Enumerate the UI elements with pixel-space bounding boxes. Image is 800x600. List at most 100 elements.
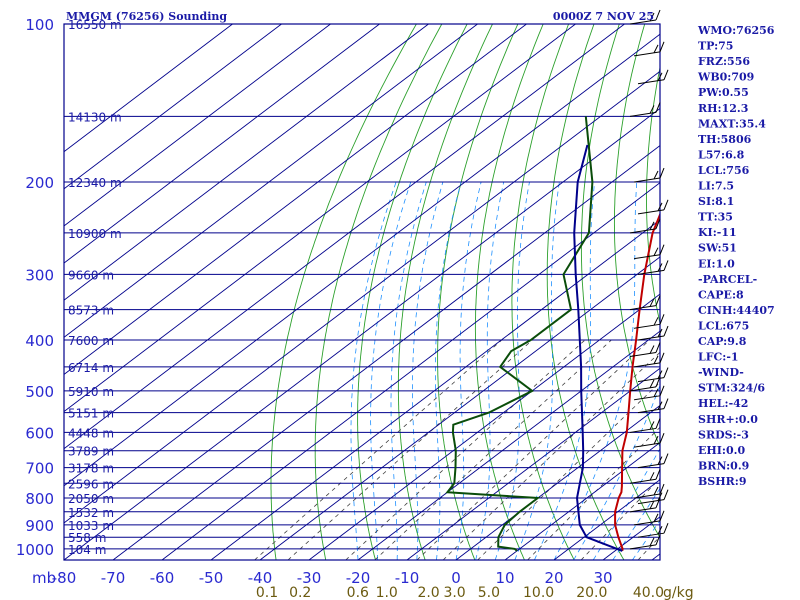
wind-barb [633,352,665,368]
mixing-ratio-line [416,339,650,560]
isotherm-line [259,256,660,560]
mixing-ratio-line [442,351,660,560]
wind-barb [629,9,661,25]
moist-adiabat-line [455,181,482,560]
isotherm-line [357,330,660,560]
moist-adiabat-line [632,519,660,560]
height-label: 3789 m [68,445,114,459]
stat-line: SRDS:-3 [698,428,749,441]
mixing-ratio-tick-label: 0.6 [347,585,369,600]
wind-barb [633,314,665,329]
isotherm-line [64,24,478,338]
height-label: 14130 m [68,110,122,124]
height-label: 16550 m [68,18,122,32]
stat-line: BSHR:9 [698,475,747,488]
plot-frame [63,23,661,561]
dry-adiabat-line [511,24,575,560]
isotherm-line [112,145,660,560]
wind-barb [633,244,665,260]
stat-line: LFC:-1 [698,351,739,364]
isotherm-line [64,24,527,375]
mixing-ratio-tick-label: 10.0 [523,585,554,600]
isotherm-line [161,182,660,560]
mixing-ratio-unit: g/kg [663,585,694,600]
wind-barb [637,398,669,414]
height-label: 558 m [68,531,106,545]
isotherm-line [64,107,660,560]
moist-adiabat-line [390,181,427,560]
wind-barb [637,489,669,505]
wind-barb [633,432,665,448]
pressure-unit-label: mb [32,569,56,587]
height-label: 2596 m [68,477,114,491]
height-label: 2050 m [68,492,114,506]
dry-adiabat-line [397,24,494,560]
moist-adiabat-line [494,181,530,560]
pressure-tick-label: 100 [25,16,54,34]
pressure-tick-label: 500 [25,383,54,401]
temperature-profile [614,211,660,552]
dry-adiabat-line [270,24,417,560]
pressure-tick-label: 400 [25,332,54,350]
mixing-ratio-tick-label: 5.0 [478,585,500,600]
mixing-ratio-axis: 0.1 0.2 0.6 1.0 2.0 3.0 5.0 10.0 20.0 40.0 g/kg [256,585,694,600]
height-label: 6714 m [68,361,114,375]
temperature-axis: -80 -70 -60 -50 -40 -30 -20 -10 0 10 20 30 [52,569,613,587]
stat-line: FRZ:556 [698,55,750,68]
stat-line: L57:6.8 [698,148,745,161]
dry-adiabat-line [646,65,660,326]
height-label: 7600 m [68,334,114,348]
dewpoint-profile [445,116,594,552]
mixing-ratio-line [527,426,660,560]
mixing-ratio-line [254,339,503,560]
height-label: 1532 m [68,506,114,520]
moist-adiabat-line [434,181,462,560]
isotherm-line [455,404,660,560]
height-label: 5910 m [68,385,114,399]
mixing-ratio-tick-label: 20.0 [576,585,607,600]
temperature-tick-label: 30 [593,569,612,587]
stats-panel: WMO:76256 TP:75 FRZ:556 WB0:709 PW:0.55 RH:12… [697,24,775,488]
dry-adiabat-line [357,24,468,560]
stat-line: WB0:709 [697,71,754,84]
wind-barb [633,510,665,526]
stat-line: CINH:44407 [698,304,775,317]
chart-title: MMGM (76256) Sounding [66,10,227,23]
stat-line: TH:5806 [698,133,752,146]
temperature-tick-label: -20 [346,569,371,587]
mixing-ratio-line [374,339,612,560]
temperature-tick-label: 20 [544,569,563,587]
mixing-ratio-line [477,381,660,560]
temperature-tick-label: -70 [101,569,126,587]
wind-barb [637,69,669,85]
temperature-tick-label: -10 [395,569,420,587]
isotherms [64,24,660,560]
wind-barb [637,453,669,469]
temperature-tick-label: -80 [52,569,77,587]
dry-adiabat-line [613,24,660,448]
height-labels: 16550 m 14130 m 12340 m 10900 m 9660 m 8573 m… [68,18,122,557]
mixing-ratio-tick-label: 0.2 [289,585,311,600]
wind-barb [633,41,665,57]
height-label: 3178 m [68,462,114,476]
wind-barb [629,342,661,357]
wind-barb [629,497,661,513]
wind-barb [629,376,661,392]
wind-barb [629,534,661,550]
height-label: 5151 m [68,407,114,421]
isotherm-line [64,24,233,153]
wind-barb [637,260,669,275]
stat-line: SW:51 [698,242,737,255]
sounding-time: 0000Z 7 NOV 25 [553,10,654,23]
temperature-tick-label: 10 [495,569,514,587]
mixing-ratio-tick-label: 2.0 [417,585,439,600]
stat-line: STM:324/6 [698,382,765,395]
wind-barb [637,325,669,341]
stat-line: TP:75 [698,40,733,53]
wind-barb [629,102,661,117]
isotherm-line [64,24,380,264]
height-label: 10900 m [68,227,122,241]
dry-adiabat-line [314,24,443,560]
wind-barb [629,295,661,311]
wind-barb [629,469,661,484]
